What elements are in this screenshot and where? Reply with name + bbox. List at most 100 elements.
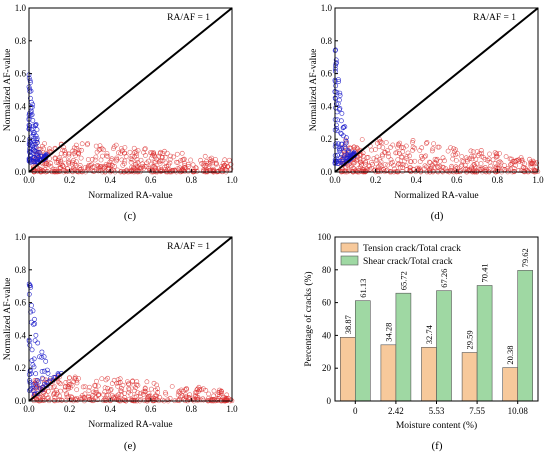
- scatter-point-red: [203, 163, 209, 168]
- scatter-point-red: [70, 148, 76, 154]
- scatter-point-red: [134, 379, 140, 384]
- y-tick-label: 1.0: [15, 3, 27, 13]
- scatter-point-blue: [32, 130, 37, 136]
- scatter-point-red: [373, 157, 379, 163]
- scatter-point-red: [154, 382, 159, 388]
- scatter-point-red: [169, 384, 175, 389]
- scatter-point-red: [126, 387, 132, 393]
- scatter-point-red: [74, 387, 80, 393]
- scatter-point-red: [162, 155, 168, 160]
- bar-value-label: 67.26: [439, 269, 449, 288]
- scatter-point-red: [114, 380, 120, 386]
- scatter-point-red: [410, 140, 415, 145]
- x-tick-label: 0.2: [64, 404, 75, 414]
- scatter-point-blue: [339, 152, 345, 158]
- scatter-point-red: [142, 146, 148, 152]
- scatter-point-red: [517, 158, 522, 164]
- scatter-point-blue: [338, 118, 344, 124]
- x-tick-label: 5.53: [429, 406, 445, 416]
- scatter-point-red: [194, 389, 200, 395]
- scatter-point-red: [91, 164, 97, 169]
- scatter-point-red: [372, 147, 378, 152]
- y-tick-label: 0.4: [321, 101, 333, 111]
- scatter-point-red: [419, 145, 425, 151]
- scatter-point-red: [399, 145, 405, 150]
- legend-label: Tension crack/Total crack: [363, 244, 461, 254]
- scatter-point-red: [488, 163, 494, 169]
- scatter-point-red: [63, 380, 69, 385]
- scatter-point-red: [176, 389, 181, 395]
- scatter-point-red: [80, 384, 86, 390]
- scatter-point-red: [119, 157, 125, 163]
- scatter-point-red: [531, 159, 536, 165]
- scatter-point-blue: [36, 379, 42, 385]
- scatter-point-blue: [33, 122, 39, 127]
- scatter-point-blue: [333, 61, 339, 66]
- scatter-point-red: [90, 392, 96, 398]
- scatter-point-red: [508, 162, 513, 168]
- scatter-point-red: [179, 150, 185, 156]
- scatter-point-red: [498, 160, 504, 166]
- y-tick-label: 0.4: [15, 330, 27, 340]
- scatter-point-blue: [45, 370, 51, 376]
- scatter-point-red: [431, 141, 436, 147]
- bar-tension: [461, 352, 478, 402]
- scatter-point-blue: [335, 101, 341, 106]
- scatter-point-red: [92, 383, 97, 388]
- plot-frame: [334, 7, 539, 173]
- scatter-point-red: [86, 395, 92, 400]
- scatter-point-blue: [333, 122, 339, 128]
- scatter-point-red: [528, 164, 534, 169]
- scatter-point-red: [410, 147, 415, 153]
- scatter-point-blue: [34, 136, 40, 141]
- scatter-point-red: [45, 388, 51, 394]
- scatter-point-red: [448, 145, 453, 151]
- scatter-point-red: [134, 393, 139, 399]
- scatter-point-blue: [32, 142, 38, 148]
- x-tick-label: 1.0: [226, 404, 238, 414]
- scatter-point-red: [168, 153, 173, 159]
- scatter-point-red: [101, 397, 107, 402]
- scatter-point-red: [426, 168, 432, 173]
- bar-tension: [380, 344, 397, 402]
- scatter-point-blue: [343, 155, 349, 161]
- scatter-point-blue: [32, 338, 38, 343]
- scatter-point-red: [90, 168, 95, 173]
- legend-swatch: [340, 255, 359, 266]
- scatter-point-blue: [334, 125, 339, 131]
- scatter-point-red: [181, 156, 187, 162]
- scatter-point-red: [115, 383, 120, 389]
- scatter-point-red: [62, 384, 68, 390]
- scatter-point-red: [430, 162, 435, 168]
- scatter-point-red: [93, 154, 99, 160]
- scatter-point-red: [160, 150, 166, 156]
- scatter-point-blue: [36, 149, 42, 155]
- scatter-point-red: [442, 158, 447, 164]
- scatter-point-red: [155, 386, 160, 392]
- scatter-point-red: [211, 388, 217, 394]
- scatter-panel-c: 0.0 0.2 0.4 0.6 0.8 1.0 0.0 0.2 0.4 0.6 0.8 1.0 RA/A…: [3, 3, 238, 222]
- scatter-point-red: [142, 146, 148, 151]
- scatter-point-red: [421, 166, 427, 172]
- scatter-point-red: [127, 149, 133, 155]
- x-tick-label: 0.0: [329, 175, 341, 185]
- scatter-point-red: [479, 150, 485, 156]
- scatter-point-red: [57, 155, 62, 160]
- scatter-point-red: [374, 154, 380, 160]
- scatter-point-red: [367, 166, 373, 172]
- scatter-point-red: [73, 153, 78, 158]
- scatter-point-blue: [339, 111, 345, 116]
- scatter-point-red: [419, 153, 424, 159]
- scatter-point-red: [73, 163, 79, 168]
- scatter-point-blue: [39, 153, 45, 159]
- x-tick-label: 0.6: [451, 175, 463, 185]
- scatter-point-blue: [33, 371, 39, 377]
- scatter-point-red: [105, 375, 110, 381]
- scatter-point-red: [62, 387, 68, 393]
- scatter-point-red: [71, 145, 77, 151]
- scatter-point-red: [95, 383, 101, 389]
- scatter-point-red: [104, 151, 110, 156]
- scatter-point-red: [487, 151, 492, 157]
- scatter-point-red: [197, 387, 203, 392]
- scatter-point-red: [228, 166, 234, 172]
